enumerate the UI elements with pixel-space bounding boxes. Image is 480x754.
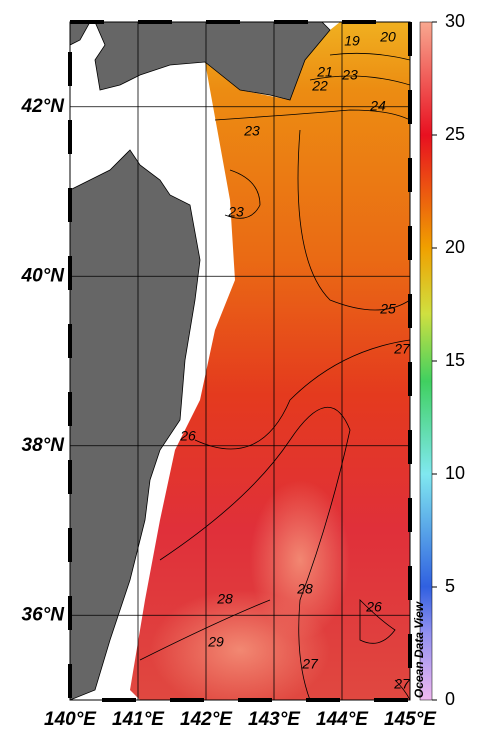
contour-label: 28 [216,591,233,607]
contour-label: 23 [227,204,244,220]
land [94,22,331,101]
contour-label: 21 [316,64,333,80]
colorbar [419,21,433,701]
contour-label: 27 [301,656,319,672]
contour-label: 23 [243,123,260,139]
contour-lines [139,52,410,700]
colorbar-label: 30 [445,11,465,31]
contour-label: 27 [393,341,411,357]
x-tick-label: 142°E [180,709,233,730]
x-tick-label: 145°E [384,709,437,730]
y-tick-label: 40°N [21,265,66,286]
x-tick-label: 140°E [44,709,97,730]
contour-label: 24 [369,98,386,114]
x-tick-label: 144°E [316,709,369,730]
contour-label: 27 [393,676,411,692]
y-tick-label: 38°N [22,435,66,456]
contour-label: 23 [341,67,358,83]
contour-label: 25 [379,301,396,317]
contour-label: 20 [379,29,396,45]
contour-label: 26 [365,599,382,615]
watermark: Ocean Data View [412,601,426,698]
land [70,149,201,700]
colorbar-label: 15 [445,350,465,370]
colorbar-label: 25 [445,124,465,144]
contour-label: 29 [207,634,224,650]
contour-label: 19 [344,33,360,49]
warm-patch [250,480,350,640]
colorbar-label: 0 [445,689,455,709]
contour-label: 26 [179,428,196,444]
contour-label: 22 [311,78,328,94]
colorbar-label: 20 [445,237,465,257]
map-layer [70,22,410,700]
contour-label: 28 [296,581,313,597]
x-tick-label: 143°E [248,709,301,730]
frame [69,21,411,701]
land [70,22,91,46]
colorbar-label: 5 [445,576,455,596]
y-tick-label: 42°N [21,96,66,117]
colorbar-label: 10 [445,463,465,483]
y-tick-label: 36°N [22,604,66,625]
x-tick-label: 141°E [112,709,165,730]
